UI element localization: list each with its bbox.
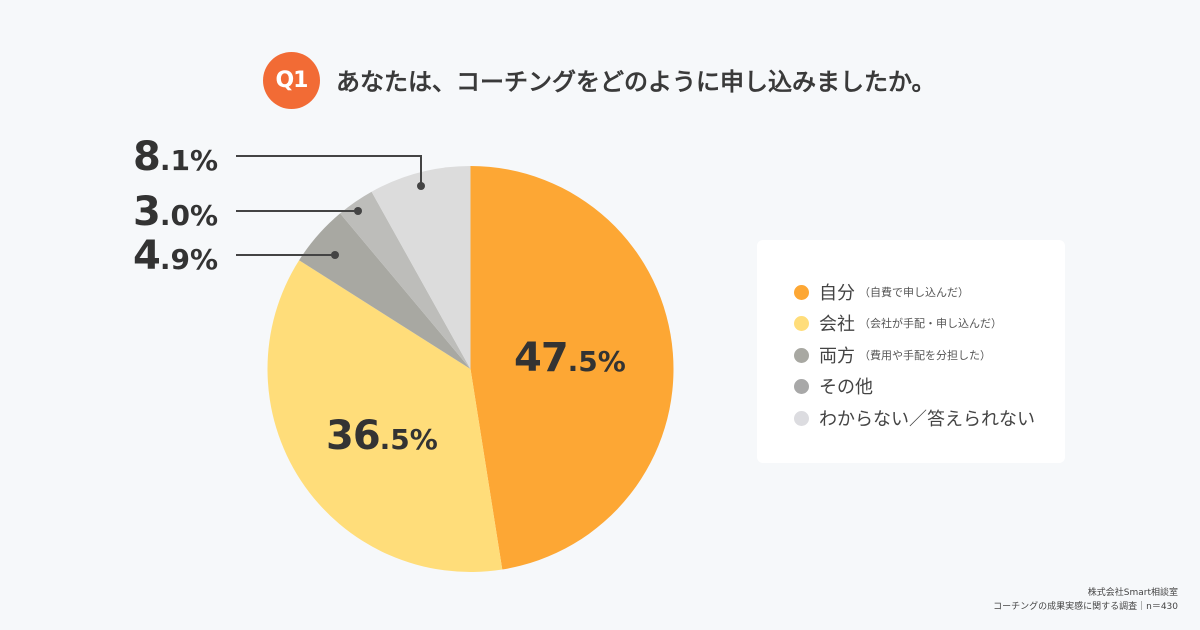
legend-swatch-other [794,378,809,394]
footer-source: 株式会社Smart相談室 コーチングの成果実感に関する調査｜n＝430 [993,586,1178,614]
chart-title: あなたは、コーチングをどのように申し込みましたか。 [336,68,936,96]
question-badge: Q1 [263,52,320,109]
callout-dot [354,207,362,215]
label-unknown: 8.1% [133,134,219,180]
callout-dot [417,182,425,190]
legend-sublabel: （会社が手配・申し込んだ） [859,317,1002,330]
legend: 自分 （自費で申し込んだ） 会社 （会社が手配・申し込んだ） 両方 （費用や手配… [757,240,1065,463]
pie-slice-unknown [371,166,471,369]
legend-label: その他 [819,377,873,398]
callout-dot [331,251,339,259]
legend-item-both: 両方 （費用や手配を分担した） [794,342,991,368]
legend-swatch-company [794,315,809,331]
legend-item-other: その他 [794,373,873,399]
pie-slice-other [340,191,471,369]
legend-item-self: 自分 （自費で申し込んだ） [794,279,969,305]
legend-label: 自分 [819,283,855,304]
callout-line-other-unknown [236,155,422,186]
legend-swatch-both [794,347,809,363]
label-company: 36.5% [326,413,438,459]
legend-swatch-self [794,284,809,300]
legend-sublabel: （自費で申し込んだ） [859,286,969,299]
legend-item-company: 会社 （会社が手配・申し込んだ） [794,310,1002,336]
label-both: 4.9% [133,233,219,279]
pie-slice-both [299,213,471,369]
label-other: 3.0% [133,189,219,235]
footer-survey-info: コーチングの成果実感に関する調査｜n＝430 [993,602,1178,612]
label-self: 47.5% [514,335,626,381]
legend-label: 両方 [819,346,855,367]
legend-sublabel: （費用や手配を分担した） [859,349,991,362]
legend-item-unknown: わからない／答えられない [794,405,1035,431]
pie-slice-company [267,260,503,572]
pie-slice-self [470,166,674,570]
legend-swatch-unknown [794,410,809,426]
legend-label: 会社 [819,314,855,335]
callout-lines [236,155,422,256]
legend-label: わからない／答えられない [819,409,1035,430]
footer-company: 株式会社Smart相談室 [1087,588,1178,598]
pie-slices [267,166,674,572]
